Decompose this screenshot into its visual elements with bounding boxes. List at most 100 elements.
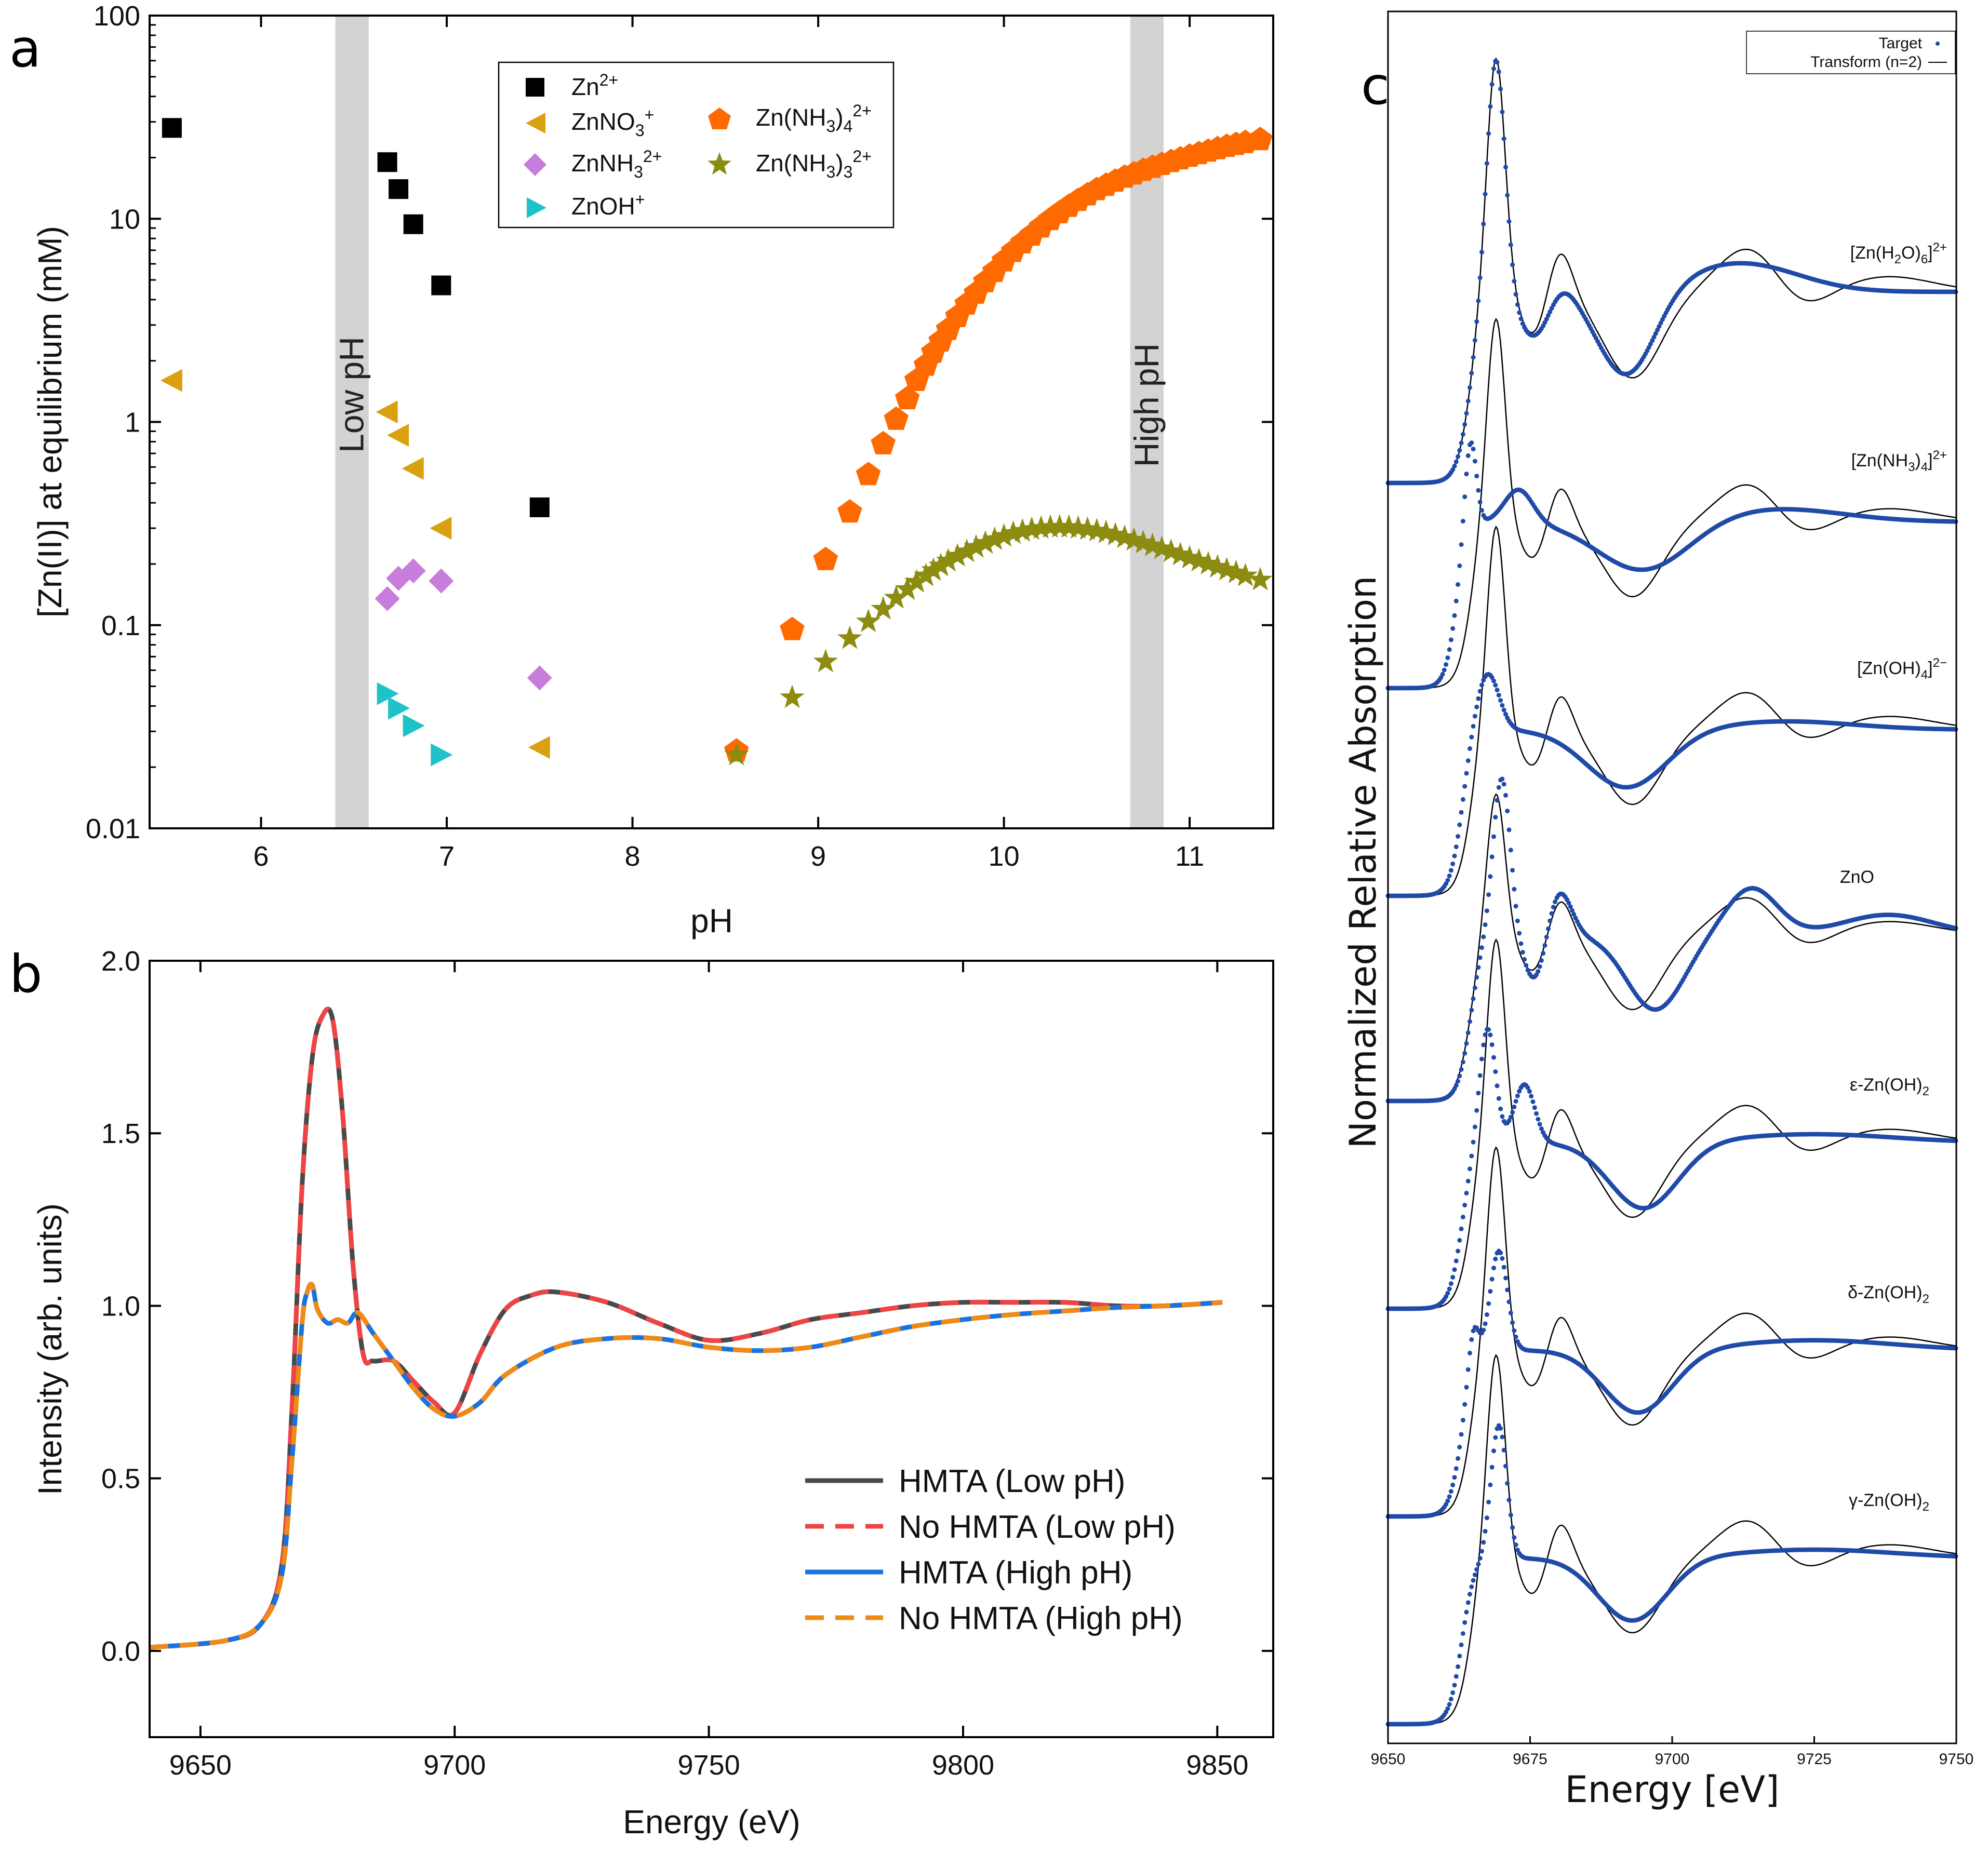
legend-label-znnh3: ZnNH32+ <box>571 147 662 181</box>
target-point <box>1512 1104 1517 1109</box>
target-point <box>1495 60 1500 65</box>
transform-curve <box>1388 57 1957 484</box>
point-square <box>162 118 182 138</box>
target-point <box>1445 1498 1450 1503</box>
curve-label-gamma: γ-Zn(OH)2 <box>1849 1490 1929 1514</box>
target-point <box>1456 1079 1461 1084</box>
target-point <box>1457 563 1462 568</box>
target-point <box>1447 1702 1452 1707</box>
ph-band <box>335 16 369 828</box>
series-line <box>149 1006 1223 1650</box>
target-point <box>1481 1540 1486 1545</box>
panel-a-legend: Zn2+ ZnNO3+ ZnNH32+ ZnOH+ Zn(NH3)42+ Zn(… <box>498 61 895 229</box>
target-point <box>1477 275 1483 280</box>
target-point <box>1467 1166 1472 1172</box>
panel-a-ticks: 6 7 8 9 10 11 0.01 0.1 1 10 100 <box>86 1 1273 872</box>
target-point <box>1501 1447 1506 1453</box>
target-point <box>1483 192 1488 197</box>
y-tick-label: 2.0 <box>101 946 140 977</box>
target-point <box>1450 626 1456 631</box>
target-point <box>1476 1562 1481 1567</box>
transform-curve <box>1388 938 1957 1310</box>
target-point <box>1452 1267 1457 1272</box>
target-point <box>1498 1426 1503 1431</box>
panel-c-xlabel: Energy [eV] <box>1565 1768 1780 1811</box>
target-point <box>1453 844 1459 850</box>
point-star <box>1158 539 1184 562</box>
point-pentagon <box>780 616 805 640</box>
target-point <box>1456 1248 1461 1254</box>
target-point <box>1472 985 1477 990</box>
target-point <box>1489 82 1495 87</box>
target-point <box>1525 1085 1530 1090</box>
target-point <box>1467 385 1472 390</box>
curve-label-delta: δ-Zn(OH)2 <box>1848 1283 1929 1306</box>
target-point <box>1456 834 1461 839</box>
x-tick-label: 9750 <box>1939 1751 1974 1768</box>
target-point <box>1488 1289 1493 1294</box>
target-point <box>1457 1445 1462 1449</box>
target-point <box>1456 1456 1461 1461</box>
target-point <box>1479 508 1484 513</box>
point-pentagon <box>837 499 862 523</box>
point-star <box>945 543 970 567</box>
target-point <box>1498 1251 1503 1255</box>
target-point <box>1508 1310 1513 1315</box>
target-point <box>1472 338 1477 343</box>
target-point <box>1501 136 1506 141</box>
y-tick-label: 0.5 <box>101 1463 140 1495</box>
target-point <box>1488 104 1493 109</box>
target-point <box>1459 1226 1464 1231</box>
point-star <box>936 548 961 572</box>
target-point <box>1486 1499 1491 1504</box>
panel-a-points <box>160 118 1273 767</box>
panel-c-lines <box>1385 57 1958 1727</box>
target-point <box>1477 1073 1483 1078</box>
point-tri-right <box>388 696 410 720</box>
target-point <box>1484 1312 1489 1317</box>
y-tick-label: 0.01 <box>86 813 140 844</box>
target-point <box>1489 854 1495 859</box>
target-point <box>1477 689 1483 694</box>
target-point <box>1542 320 1547 325</box>
target-point <box>1530 1099 1536 1104</box>
target-point <box>1496 1096 1501 1101</box>
x-tick-label: 9850 <box>1186 1750 1248 1781</box>
target-point <box>1453 1674 1459 1679</box>
target-point <box>1510 868 1515 873</box>
target-point <box>1513 1099 1518 1104</box>
target-point <box>1655 327 1660 332</box>
target-point <box>1508 848 1513 853</box>
target-point <box>1524 963 1529 968</box>
target-point <box>1522 957 1527 962</box>
target-point <box>1464 771 1469 776</box>
x-tick-label: 9700 <box>1655 1751 1690 1768</box>
target-point <box>1481 1042 1486 1047</box>
target-point <box>1465 398 1471 404</box>
target-point <box>1462 1620 1467 1625</box>
point-star <box>973 530 998 554</box>
target-point <box>1453 459 1459 464</box>
legend-label-target: Target <box>1879 35 1923 52</box>
target-point <box>1515 302 1520 307</box>
target-point <box>1484 1515 1489 1521</box>
legend-label-znno3: ZnNO3+ <box>571 105 654 140</box>
target-point <box>1539 1126 1544 1131</box>
point-star <box>1233 562 1258 586</box>
target-point <box>1464 411 1469 416</box>
target-point <box>1465 1367 1471 1372</box>
point-square <box>403 214 423 234</box>
target-point <box>1476 488 1481 493</box>
target-point <box>1503 1463 1508 1469</box>
target-point <box>1450 1690 1456 1695</box>
point-star <box>1168 542 1193 566</box>
target-point <box>1456 454 1461 459</box>
target-point <box>1506 219 1512 224</box>
point-star <box>921 557 946 581</box>
x-tick-label: 9700 <box>423 1750 486 1781</box>
panel-b-letter: b <box>9 944 42 1004</box>
panel-a-band-labels: Low pH High pH <box>332 337 1166 467</box>
x-tick-label: 11 <box>1175 841 1204 872</box>
legend-label-znoh: ZnOH+ <box>571 190 645 220</box>
